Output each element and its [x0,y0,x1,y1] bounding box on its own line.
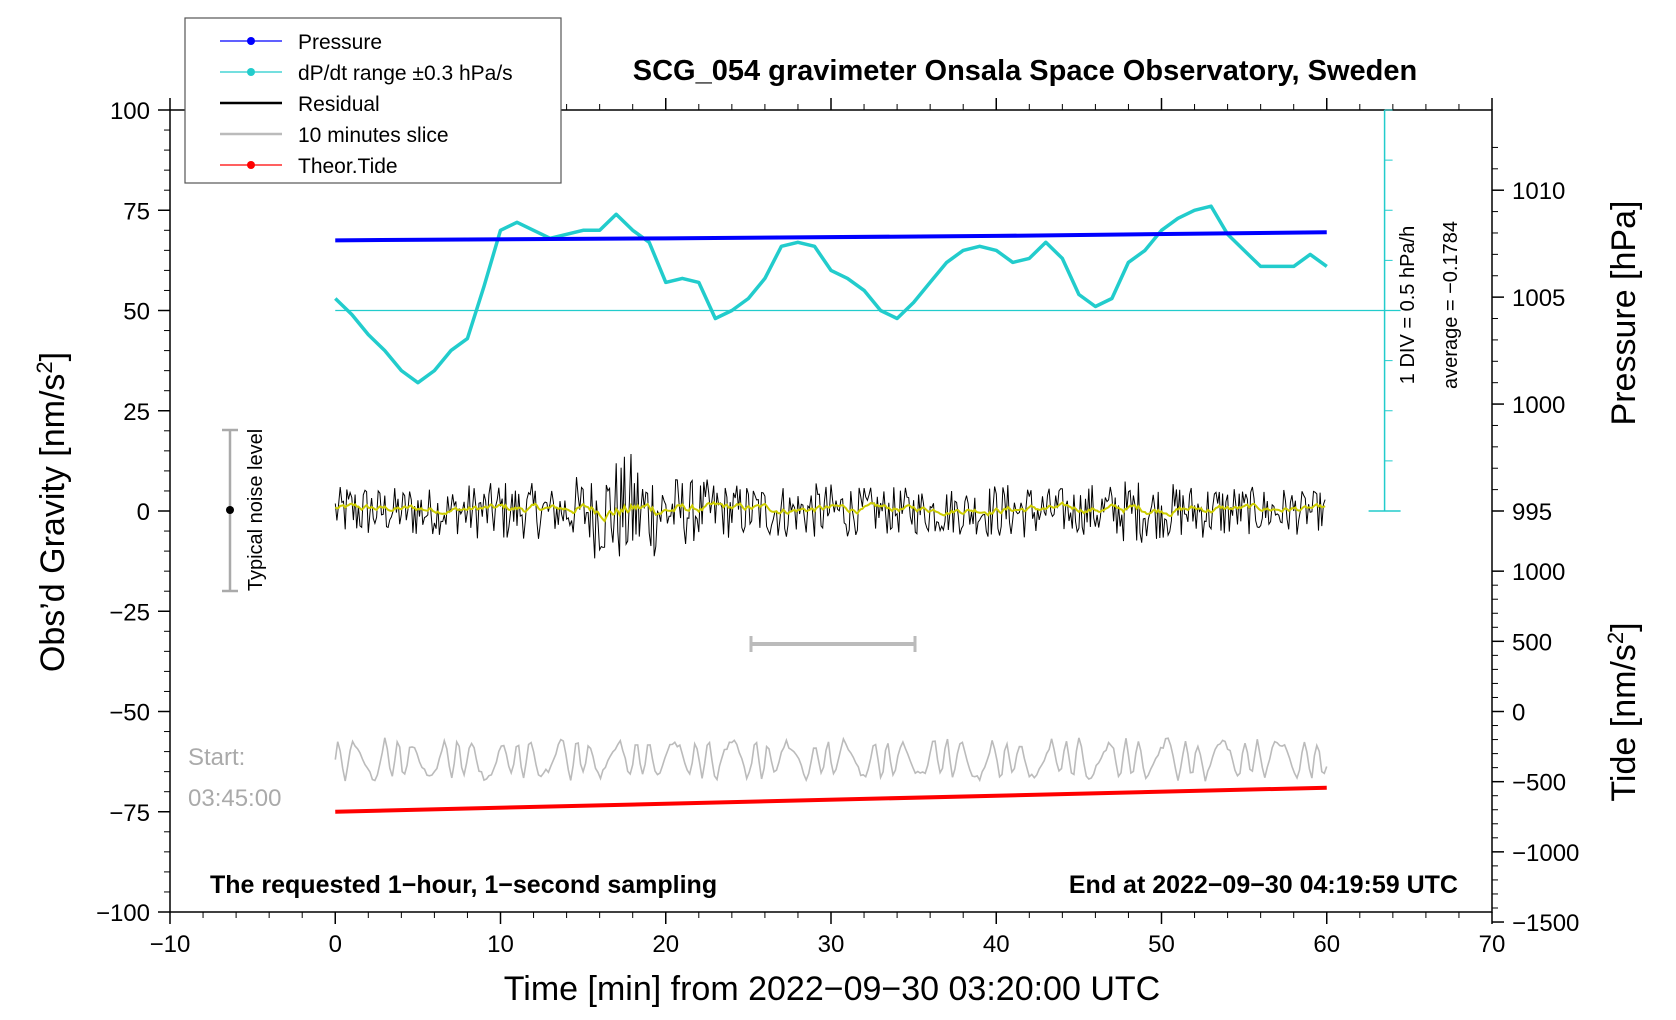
dpdt-scale [335,109,1401,512]
left-tick-label: −75 [109,800,150,827]
tide-tick-label: −500 [1512,770,1566,797]
legend-label: 10 minutes slice [298,124,449,147]
slice-line [334,736,1328,783]
chart-title: SCG_054 gravimeter Onsala Space Observat… [633,55,1417,87]
legend-box [184,17,562,184]
left-y-axis: 100 75 50 25 0 −25 −50 −75 −100 [96,98,170,927]
x-tick-label: 40 [983,931,1010,958]
left-tick-label: −100 [96,900,150,927]
left-axis-title-sup: 2 [32,361,57,373]
tide-axis-title-sup: 2 [1603,632,1628,644]
dpdt-line [334,204,1328,385]
pressure-line [335,230,1327,243]
tide-tick-label: −1000 [1512,840,1579,867]
pressure-tick-label: 1010 [1512,178,1565,205]
start-time-label: 03:45:00 [188,785,281,812]
start-label: Start: [188,744,245,771]
tide-tick-label: −1500 [1512,910,1579,937]
tide-axis-title-main: Tide [nm/s [1605,644,1643,801]
series-layer [334,204,1328,814]
x-tick-label: 30 [818,931,845,958]
legend-swatch-marker [247,161,255,169]
tide-tick-label: 1000 [1512,559,1565,586]
x-tick-label: 0 [329,931,342,958]
noise-dot [226,506,234,514]
sampling-note: The requested 1−hour, 1−second sampling [210,871,717,899]
tide-axis: 1000 500 0 −500 −1000 −1500 [1492,559,1579,937]
tide-tick-label: 0 [1512,700,1525,727]
x-tick-label: 50 [1148,931,1175,958]
legend-swatch-marker [247,37,255,45]
pressure-tick-label: 995 [1512,499,1552,526]
pressure-tick-label: 1000 [1512,392,1565,419]
pressure-tick-label: 1005 [1512,285,1565,312]
left-tick-label: −25 [109,599,150,626]
x-axis: −10 0 10 20 30 40 50 60 70 [150,98,1506,958]
pressure-axis-title: Pressure [hPa] [1605,201,1643,426]
left-axis-title: Obs’d Gravity [nm/s2] [32,352,72,672]
tide-line [335,785,1327,814]
legend-label: Theor.Tide [298,155,398,178]
x-tick-label: −10 [150,931,191,958]
x-axis-title: Time [min] from 2022−09−30 03:20:00 UTC [504,970,1160,1008]
noise-label: Typical noise level [245,429,267,591]
legend-label: Residual [298,93,380,116]
left-tick-label: 100 [110,98,150,125]
div-label: 1 DIV = 0.5 hPa/h [1397,226,1419,384]
x-tick-label: 10 [487,931,514,958]
left-axis-title-main: Obs’d Gravity [nm/s [34,374,72,673]
average-label: average = −0.1784 [1440,221,1462,389]
tide-axis-title-end: ] [1605,622,1643,631]
left-tick-label: 50 [123,299,150,326]
residual-line [334,453,1326,559]
legend-label: Pressure [298,31,382,54]
tide-axis-title: Tide [nm/s2] [1603,622,1643,801]
legend-swatch-marker [247,68,255,76]
legend: Pressure dP/dt range ±0.3 hPa/s Residual 10… [184,17,562,184]
x-tick-label: 60 [1313,931,1340,958]
x-tick-label: 20 [652,931,679,958]
end-time-note: End at 2022−09−30 04:19:59 UTC [1069,871,1458,899]
left-tick-label: 75 [123,198,150,225]
left-axis-title-end: ] [34,352,72,361]
left-tick-label: 25 [123,399,150,426]
left-tick-label: −50 [109,700,150,727]
left-tick-label: 0 [137,499,150,526]
pressure-axis: 1010 1005 1000 995 [1492,146,1565,526]
x-tick-label: 70 [1479,931,1506,958]
residual-smoothed-line [334,500,1326,523]
tide-tick-label: 500 [1512,629,1552,656]
legend-label: dP/dt range ±0.3 hPa/s [298,62,513,85]
